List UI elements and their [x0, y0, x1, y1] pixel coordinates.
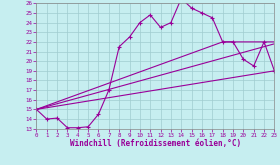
X-axis label: Windchill (Refroidissement éolien,°C): Windchill (Refroidissement éolien,°C) [70, 139, 241, 148]
